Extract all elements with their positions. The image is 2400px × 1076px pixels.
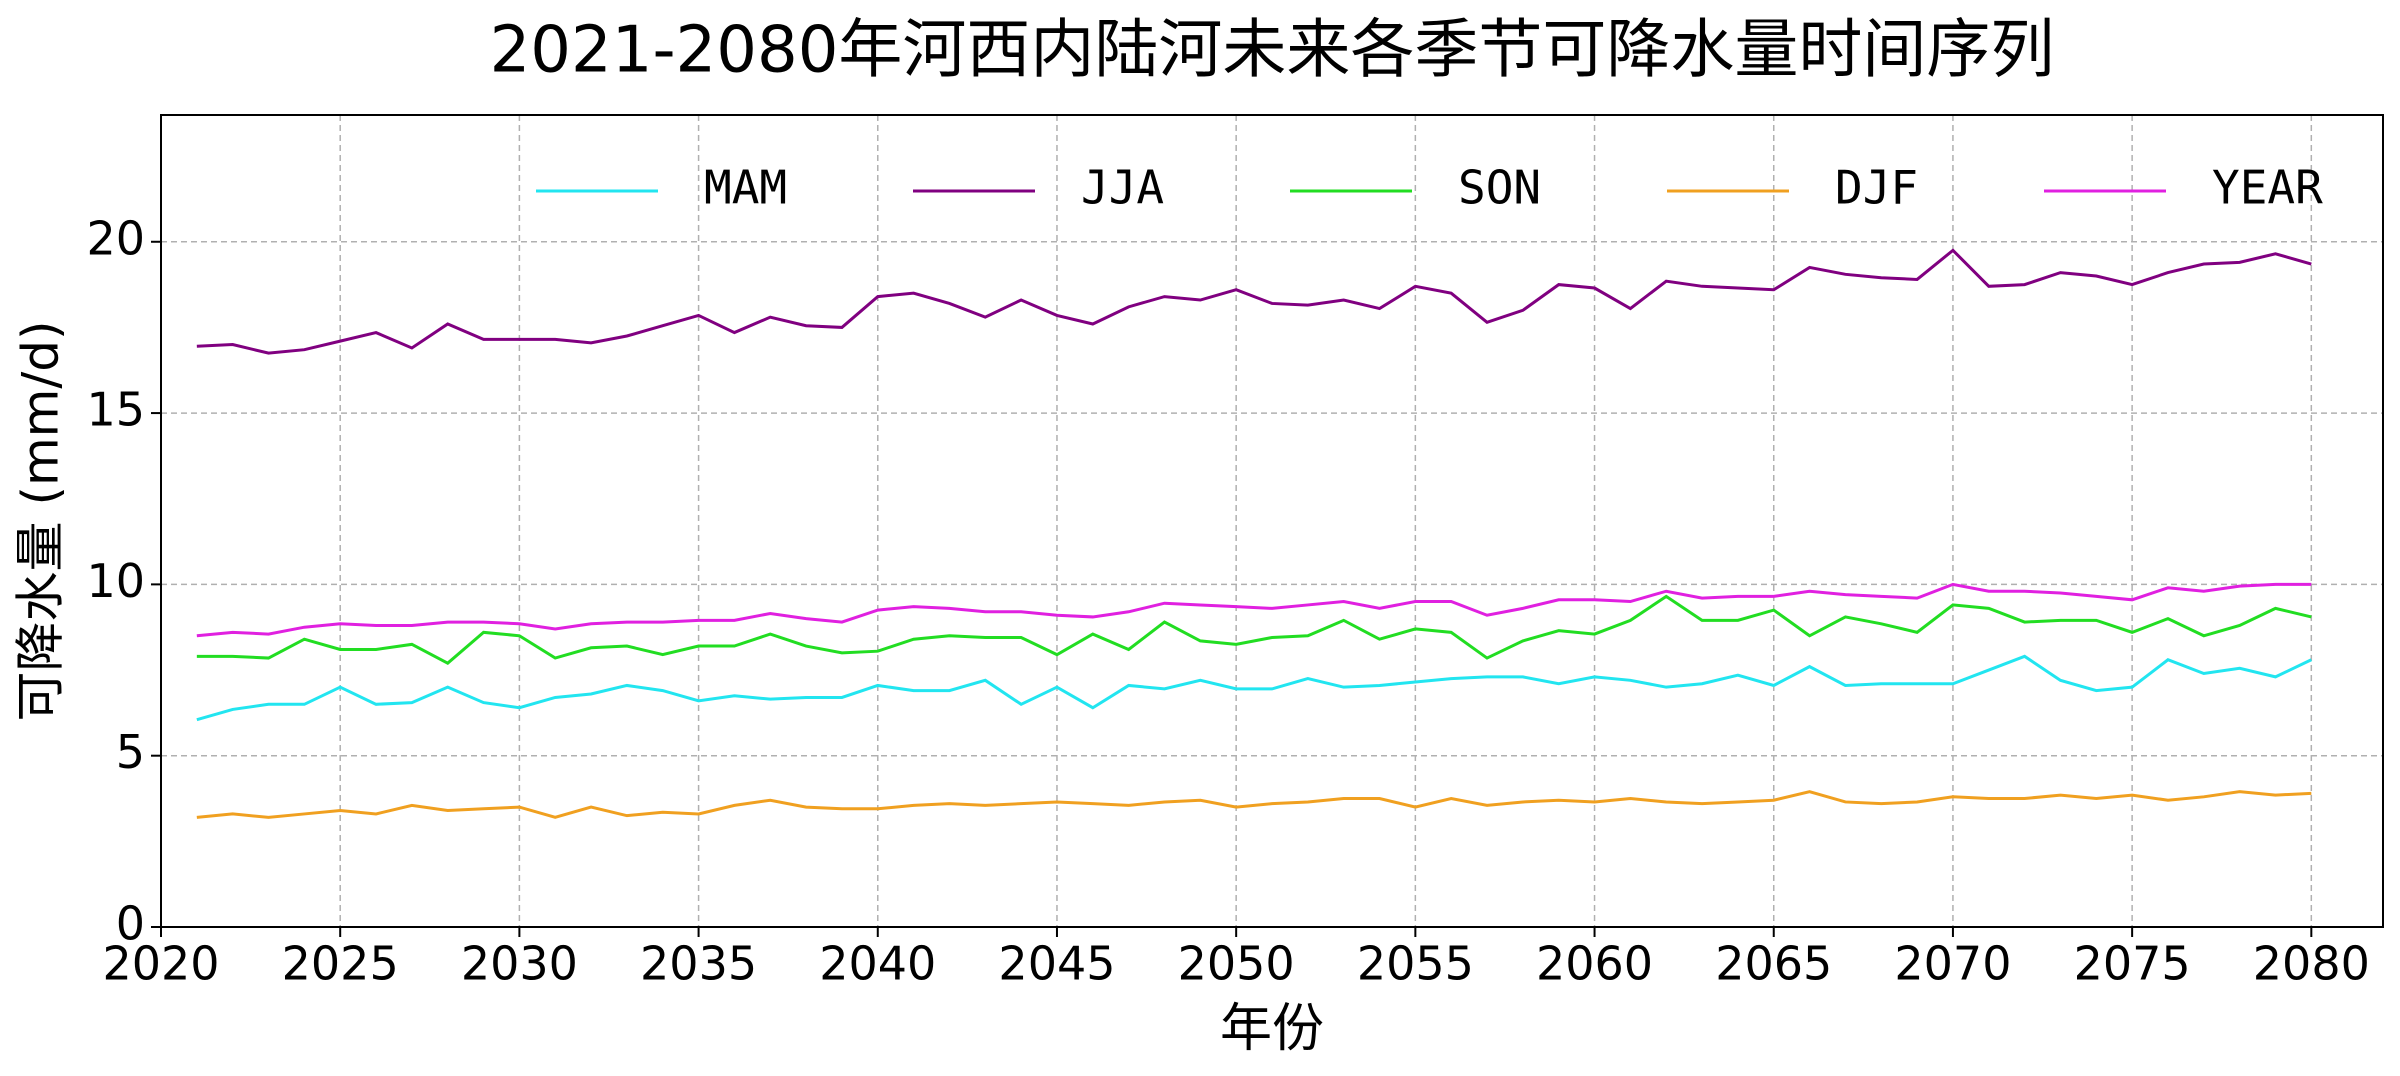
- x-tick-label: 2025: [282, 937, 399, 991]
- x-tick-label: 2075: [2074, 937, 2191, 991]
- x-tick-label: 2050: [1178, 937, 1295, 991]
- series-line: [196, 582, 2312, 638]
- y-tick-label: 20: [86, 211, 145, 265]
- legend-label: JJA: [1081, 161, 1164, 215]
- y-axis-label: 可降水量 (mm/d): [12, 321, 70, 722]
- series-line: [196, 594, 2312, 665]
- series-line: [196, 248, 2312, 355]
- legend-label: SON: [1458, 161, 1541, 215]
- y-tick-label: 10: [86, 554, 145, 608]
- legend-label: MAM: [704, 161, 787, 215]
- chart-title: 2021-2080年河西内陆河未来各季节可降水量时间序列: [490, 14, 2055, 88]
- x-tick-label: 2055: [1357, 937, 1474, 991]
- x-tick-label: 2060: [1536, 937, 1653, 991]
- x-tick-label: 2020: [102, 937, 219, 991]
- x-tick-label: 2080: [2253, 937, 2370, 991]
- y-tick-label: 0: [116, 897, 145, 951]
- legend-label: DJF: [1835, 161, 1918, 215]
- x-tick-label: 2035: [640, 937, 757, 991]
- x-tick-label: 2040: [819, 937, 936, 991]
- x-tick-label: 2070: [1894, 937, 2011, 991]
- x-axis-label: 年份: [1220, 999, 1324, 1059]
- legend-label: YEAR: [2212, 161, 2323, 215]
- y-tick-label: 5: [116, 725, 145, 779]
- series-line: [196, 790, 2312, 819]
- x-tick-label: 2045: [998, 937, 1115, 991]
- y-tick-label: 15: [86, 383, 145, 437]
- series-line: [196, 654, 2312, 722]
- plot-frame: [160, 114, 2384, 928]
- x-tick-label: 2065: [1715, 937, 1832, 991]
- x-tick-label: 2030: [461, 937, 578, 991]
